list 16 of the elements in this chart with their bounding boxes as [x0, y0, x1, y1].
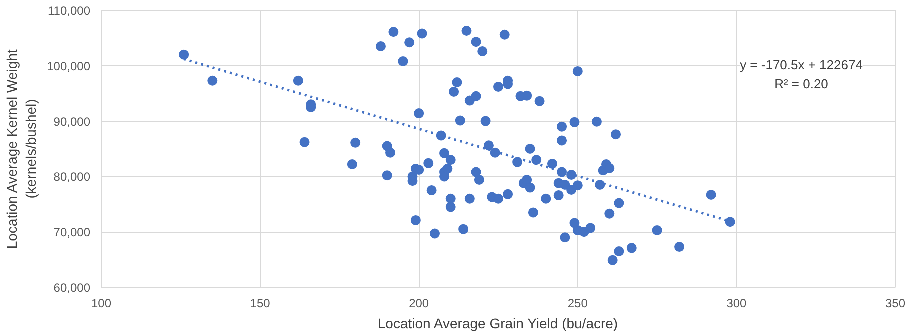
x-tick-label: 100: [91, 296, 112, 310]
x-tick-label: 300: [726, 296, 748, 310]
y-axis-title: Location Average Kernel Weight (kernels/bushel): [4, 50, 40, 250]
y-tick-label: 80,000: [54, 170, 91, 184]
x-axis-title: Location Average Grain Yield (bu/acre): [378, 316, 618, 332]
y-tick-label: 110,000: [48, 4, 91, 18]
y-tick-label: 60,000: [54, 281, 91, 295]
annotation: R² = 0.20: [774, 76, 828, 92]
y-tick-label: 90,000: [54, 114, 91, 129]
annotation: y = -170.5x + 122674: [740, 58, 863, 72]
x-tick-label: 250: [568, 296, 588, 310]
x-tick-label: 200: [409, 296, 430, 310]
x-tick-label: 150: [250, 296, 271, 310]
y-tick-label: 70,000: [54, 226, 91, 240]
y-tick-label: 100,000: [47, 59, 91, 74]
x-tick-label: 350: [885, 296, 906, 310]
